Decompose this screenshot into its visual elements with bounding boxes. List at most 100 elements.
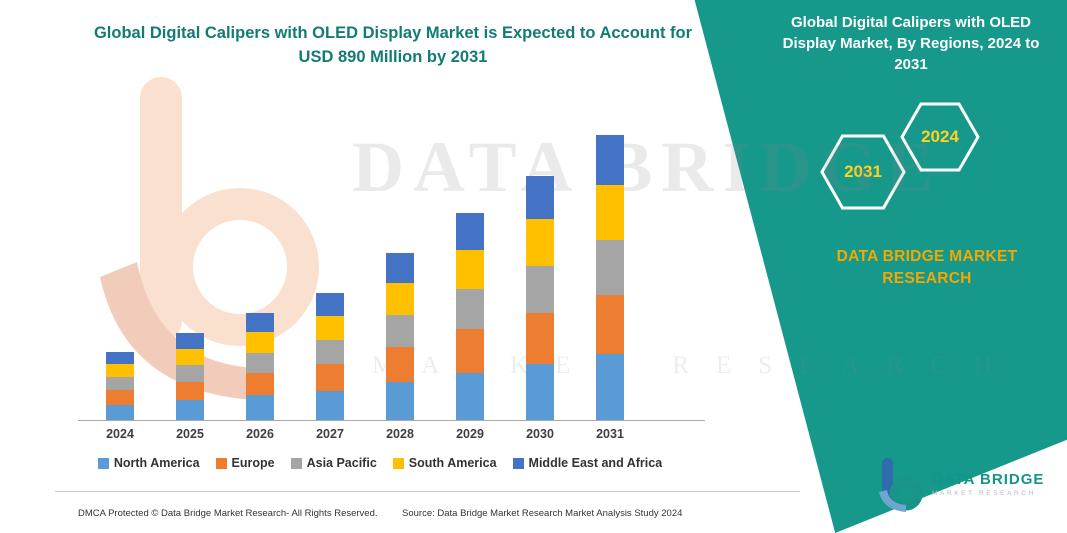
bar-segment	[106, 364, 134, 378]
bar-stack	[106, 352, 134, 420]
chart-title: Global Digital Calipers with OLED Displa…	[93, 24, 693, 66]
badge-2024: 2024	[921, 127, 959, 146]
bar-segment	[246, 373, 274, 396]
bar-column-2027	[295, 120, 365, 420]
x-label: 2025	[176, 427, 204, 441]
bar-segment	[246, 395, 274, 420]
bar-segment	[526, 312, 554, 364]
bar-column-2024	[85, 120, 155, 420]
bar-segment	[316, 364, 344, 391]
bar-segment	[526, 218, 554, 266]
bar-segment	[176, 333, 204, 349]
legend-item: South America	[392, 456, 497, 470]
bar-segment	[456, 213, 484, 250]
legend-swatch	[215, 457, 227, 469]
legend-item: North America	[97, 456, 200, 470]
bar-segment	[526, 175, 554, 219]
bar-segment	[526, 363, 554, 420]
bar-segment	[246, 332, 274, 353]
legend-swatch	[97, 457, 109, 469]
bar-segment	[596, 294, 624, 355]
bar-column-2025	[155, 120, 225, 420]
bar-column-2031	[575, 120, 645, 420]
bar-segment	[386, 253, 414, 283]
bar-segment	[596, 185, 624, 240]
region-banner: Global Digital Calipers with OLED Displa…	[694, 0, 1067, 533]
legend-item: Europe	[215, 456, 275, 470]
bar-segment	[456, 372, 484, 420]
bar-stack	[386, 253, 414, 420]
legend-item: Middle East and Africa	[512, 456, 663, 470]
databridge-logo: DATA BRIDGE MARKET RESEARCH	[876, 455, 1044, 513]
databridge-logo-text: DATA BRIDGE MARKET RESEARCH	[932, 471, 1044, 497]
x-label: 2028	[386, 427, 414, 441]
x-label: 2024	[106, 427, 134, 441]
bar-segment	[456, 249, 484, 290]
bar-segment	[246, 313, 274, 333]
bar-stack	[526, 175, 554, 420]
bar-segment	[316, 315, 344, 341]
bar-segment	[596, 354, 624, 420]
legend-swatch	[512, 457, 524, 469]
bar-segment	[246, 352, 274, 374]
bar-segment	[106, 404, 134, 420]
legend-label: Europe	[231, 456, 275, 470]
x-label: 2029	[456, 427, 484, 441]
hexagon-badges-icon	[820, 102, 980, 210]
bar-stack	[176, 333, 204, 420]
x-label: 2026	[246, 427, 274, 441]
legend-item: Asia Pacific	[290, 456, 377, 470]
databridge-logo-icon	[879, 458, 923, 512]
bar-stack	[456, 213, 484, 420]
x-label: 2027	[316, 427, 344, 441]
legend-label: North America	[113, 456, 200, 470]
bar-segment	[596, 239, 624, 295]
bar-segment	[596, 135, 624, 186]
legend-label: South America	[408, 456, 497, 470]
badge-2031: 2031	[844, 162, 882, 181]
background-logo-watermark-icon	[100, 77, 319, 400]
x-label: 2031	[596, 427, 624, 441]
bar-segment	[526, 265, 554, 313]
bar-segment	[106, 377, 134, 391]
bar-column-2030	[505, 120, 575, 420]
bar-segment	[176, 382, 204, 401]
bar-segment	[386, 282, 414, 315]
legend-swatch	[392, 457, 404, 469]
bar-column-2028	[365, 120, 435, 420]
bar-segment	[386, 381, 414, 420]
bar-segment	[456, 329, 484, 373]
bar-column-2026	[225, 120, 295, 420]
logo-subtitle: MARKET RESEARCH	[932, 490, 1036, 497]
bar-segment	[176, 400, 204, 420]
brand-text: DATA BRIDGE MARKET RESEARCH	[836, 248, 1018, 288]
legend-label: Asia Pacific	[306, 456, 377, 470]
legend: North America Europe Asia Pacific South Ame…	[55, 456, 705, 470]
bar-segment	[106, 390, 134, 405]
bar-stack	[246, 313, 274, 420]
logo-title: DATA BRIDGE	[932, 471, 1045, 488]
bar-segment	[106, 352, 134, 365]
dmca-text: DMCA Protected © Data Bridge Market Rese…	[78, 508, 378, 519]
bar-segment	[386, 346, 414, 382]
bar-stack	[316, 293, 344, 420]
plot-area	[85, 120, 645, 420]
bar-segment	[386, 314, 414, 347]
bar-segment	[176, 365, 204, 383]
bar-segment	[316, 293, 344, 316]
bar-segment	[316, 390, 344, 420]
x-label: 2030	[526, 427, 554, 441]
bar-segment	[456, 289, 484, 330]
legend-swatch	[290, 457, 302, 469]
legend-label: Middle East and Africa	[528, 456, 663, 470]
banner-title: Global Digital Calipers with OLED Displa…	[782, 14, 1040, 73]
footer-divider	[55, 491, 800, 492]
x-axis-line	[78, 420, 705, 421]
source-text: Source: Data Bridge Market Research Mark…	[402, 508, 683, 519]
bar-column-2029	[435, 120, 505, 420]
bar-segment	[316, 340, 344, 365]
x-axis-labels: 2024 2025 2026 2027 2028 2029 2030 2031	[85, 427, 645, 441]
bar-segment	[176, 348, 204, 366]
bar-stack	[596, 135, 624, 420]
